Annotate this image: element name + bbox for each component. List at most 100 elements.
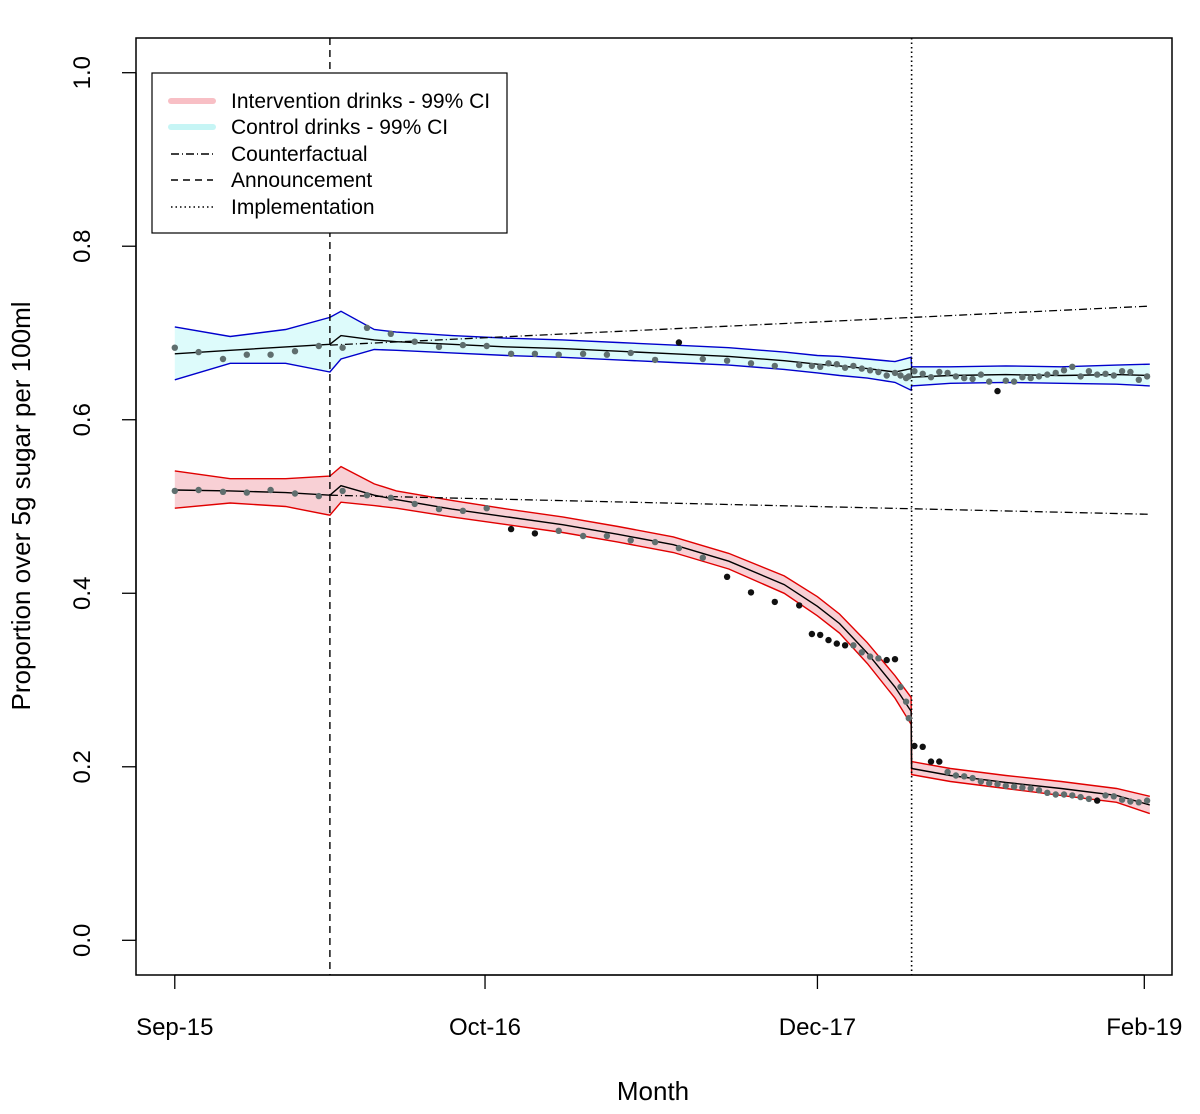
x-tick-label: Sep-15 [136,1014,213,1041]
intervention-observed-point [579,532,587,540]
intervention-observed-point [1110,793,1118,800]
control-observed-point [1060,367,1068,374]
intervention-observed-point [627,537,634,544]
intervention-observed-point [1035,787,1043,794]
intervention-observed-point [555,527,562,534]
control-observed-point [531,350,539,357]
legend-label-announcement: Announcement [231,169,372,192]
intervention-observed-point [195,486,202,494]
control-observed-point [875,368,882,376]
control-observed-point [483,342,490,350]
control-observed-point [1110,372,1118,379]
control-observed-point [315,342,322,350]
intervention-observed-point [675,544,683,552]
control-observed-point [339,344,346,351]
control-observed-point [243,351,250,358]
control-observed-point [723,357,731,364]
intervention-observed-point [699,554,706,561]
intervention-observed-point [1102,792,1109,799]
intervention-observed-point [902,698,910,705]
intervention-observed-point [219,488,227,495]
y-tick-label: 0.6 [69,403,96,436]
control-observed-point [927,374,935,381]
control-observed-point [747,360,755,367]
control-observed-point [459,341,467,349]
control-observed-point [627,349,634,357]
legend-label-intervention: Intervention drinks - 99% CI [231,90,490,113]
control-observed-point [579,350,587,357]
control-observed-point [911,368,918,375]
control-ci-band [174,311,1150,391]
control-observed-point [1077,373,1084,380]
intervention-observed-point [339,487,346,495]
intervention-observed-point [796,602,803,609]
control-observed-point [1044,371,1051,378]
intervention-observed-point [986,780,993,787]
intervention-observed-point [927,758,935,765]
intervention-ci-band [174,466,1150,814]
intervention-observed-point [817,631,824,639]
intervention-observed-point [459,507,467,514]
control-observed-point [651,356,659,364]
control-observed-point [969,375,976,383]
intervention-observed-point [858,649,865,656]
intervention-observed-point [771,598,778,606]
intervention-observed-point [905,715,912,722]
intervention-ci-lower-line [174,501,1151,815]
control-observed-point [699,355,706,363]
control-observed-point [994,387,1001,395]
intervention-observed-point [944,768,951,776]
x-tick-label: Feb-19 [1106,1014,1182,1041]
control-observed-point [1085,368,1093,375]
legend-label-counterfactual: Counterfactual [231,143,368,166]
control-observed-point [986,378,993,385]
intervention-observed-point [977,778,985,785]
intervention-observed-point [1135,799,1143,806]
control-observed-point [195,348,202,356]
control-observed-point [833,361,840,368]
control-observed-point [435,343,443,351]
observed-points [171,324,1151,806]
intervention-observed-point [363,492,371,499]
intervention-observed-point [507,525,515,533]
control-observed-point [891,369,899,377]
control-observed-point [1035,373,1043,380]
control-observed-point [1127,368,1134,376]
control-ci-lower-line [174,348,1150,392]
intervention-observed-point [243,489,250,496]
control-observed-point [1094,371,1101,378]
control-observed-point [507,350,515,357]
intervention-observed-point [1069,792,1076,799]
legend-label-control: Control drinks - 99% CI [231,116,448,139]
control-observed-point [897,372,904,379]
control-observed-point [919,370,926,377]
y-axis: 0.0 0.2 0.4 0.6 0.8 1.0 [69,56,137,957]
intervention-observed-point [919,743,926,750]
y-axis-title: Proportion over 5g sugar per 100ml [6,301,36,710]
control-observed-point [291,348,299,355]
intervention-observed-point [315,492,322,500]
intervention-observed-point [952,772,960,779]
intervention-observed-point [897,683,904,691]
intervention-observed-point [267,486,274,494]
intervention-observed-point [1127,798,1134,805]
intervention-observed-point [1044,789,1051,796]
control-observed-point [1052,369,1059,377]
intervention-observed-point [891,656,899,663]
intervention-observed-point [1052,791,1059,798]
intervention-observed-point [747,589,755,596]
control-observed-point [1027,374,1034,382]
intervention-observed-point [387,494,394,501]
control-observed-point [952,373,960,380]
control-observed-point [675,339,683,346]
control-observed-point [411,338,418,345]
control-observed-point [850,362,857,370]
control-observed-point [1143,373,1151,380]
x-tick-label: Dec-17 [779,1014,856,1041]
control-observed-point [1019,374,1026,381]
intervention-observed-point [291,490,299,497]
control-observed-point [817,363,824,370]
intervention-observed-point [1060,791,1068,798]
intervention-observed-point [936,758,943,765]
